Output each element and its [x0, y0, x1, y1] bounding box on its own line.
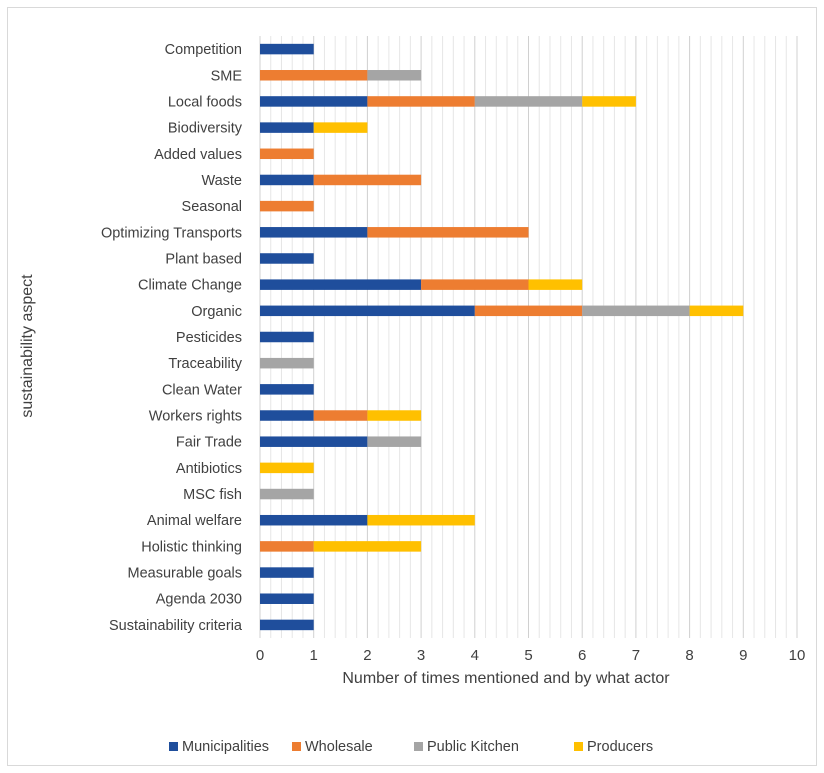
bar-segment [260, 279, 422, 290]
bar-segment [260, 305, 475, 317]
legend-label: Public Kitchen [427, 739, 519, 755]
y-axis-title: sustainability aspect [19, 274, 36, 418]
legend-label: Municipalities [182, 739, 269, 755]
x-tick-label: 6 [578, 647, 586, 664]
category-label: Competition [165, 42, 242, 58]
category-label: Seasonal [182, 199, 242, 215]
category-label: Antibiotics [176, 461, 242, 477]
x-tick-label: 8 [685, 647, 693, 664]
category-label: Traceability [168, 356, 242, 372]
bar-segment [260, 488, 314, 500]
bar-segment [582, 96, 636, 107]
bar-segment [474, 96, 583, 107]
x-tick-label: 5 [524, 647, 532, 664]
legend-swatch [414, 742, 423, 751]
category-label: Optimizing Transports [101, 225, 242, 241]
bar-segment [260, 70, 368, 81]
category-label: Plant based [165, 251, 242, 267]
bar-segment [260, 514, 368, 526]
x-tick-label: 10 [789, 647, 806, 664]
category-label: Sustainability criteria [109, 618, 243, 634]
category-label: Workers rights [149, 409, 242, 425]
bar-segment [260, 253, 314, 264]
category-label: Clean Water [162, 382, 242, 398]
legend-swatch [169, 742, 178, 751]
bar-segment [260, 122, 314, 133]
x-tick-label: 3 [417, 647, 425, 664]
bar-segment [582, 305, 690, 317]
legend: Municipalities Wholesale Public Kitchen Pro… [169, 739, 653, 755]
category-label: Added values [154, 147, 242, 163]
legend-label: Wholesale [305, 739, 373, 755]
bar-segment [260, 593, 314, 604]
category-label: Biodiversity [168, 121, 243, 137]
bar-segment [367, 410, 422, 421]
bar-segment [260, 462, 314, 474]
category-label: Local foods [168, 94, 242, 110]
chart-svg: Competition SME Local foods Biodiversity Add… [19, 36, 806, 755]
bar-segment [260, 541, 314, 552]
legend-swatch [292, 742, 301, 751]
category-label: Fair Trade [176, 435, 242, 451]
category-label: MSC fish [183, 487, 242, 503]
x-tick-label: 9 [739, 647, 747, 664]
category-label: Agenda 2030 [156, 592, 242, 608]
x-tick-label: 1 [310, 647, 318, 664]
bar-segment [313, 410, 368, 421]
bar-segment [260, 331, 314, 343]
bar-segment [313, 174, 422, 186]
bar-segment [367, 227, 529, 238]
bar-segment [260, 410, 314, 421]
x-tick-label: 0 [256, 647, 264, 664]
grid-layer [259, 36, 798, 638]
x-axis-title: Number of times mentioned and by what ac… [342, 670, 670, 687]
bar-segment [474, 305, 583, 317]
chart-frame: Competition SME Local foods Biodiversity Add… [7, 7, 817, 766]
category-label: Waste [201, 173, 242, 189]
category-label: Pesticides [176, 330, 242, 346]
bar-segment [367, 514, 475, 526]
bar-segment [260, 148, 314, 160]
legend-swatch [574, 742, 583, 751]
bar-segment [313, 541, 422, 552]
bar-segment [260, 174, 314, 186]
bars-layer [260, 43, 744, 631]
bar-segment [260, 357, 314, 369]
x-tick-label: 2 [363, 647, 371, 664]
bar-segment [313, 122, 368, 133]
bar-segment [260, 436, 368, 447]
category-label: Animal welfare [147, 513, 242, 529]
bar-segment [367, 96, 475, 107]
category-label: Measurable goals [128, 566, 242, 582]
bar-segment [260, 200, 314, 212]
x-tick-label: 4 [471, 647, 479, 664]
bar-segment [421, 279, 529, 290]
x-tick-labels: 0 1 2 3 4 5 6 7 8 9 10 [256, 647, 806, 664]
bar-segment [260, 567, 314, 578]
bar-segment [367, 70, 422, 81]
bar-segment [260, 619, 314, 631]
category-label: Organic [191, 304, 242, 320]
bar-segment [260, 96, 368, 107]
bar-segment [528, 279, 583, 290]
x-tick-label: 7 [632, 647, 640, 664]
legend-label: Producers [587, 739, 653, 755]
bar-segment [260, 227, 368, 238]
bar-segment [367, 436, 422, 447]
category-label: Holistic thinking [141, 539, 242, 555]
category-label: SME [211, 68, 243, 84]
category-label: Climate Change [138, 278, 242, 294]
bar-segment [260, 384, 314, 395]
category-labels: Competition SME Local foods Biodiversity Add… [101, 42, 243, 634]
bar-segment [260, 43, 314, 55]
bar-segment [689, 305, 744, 317]
